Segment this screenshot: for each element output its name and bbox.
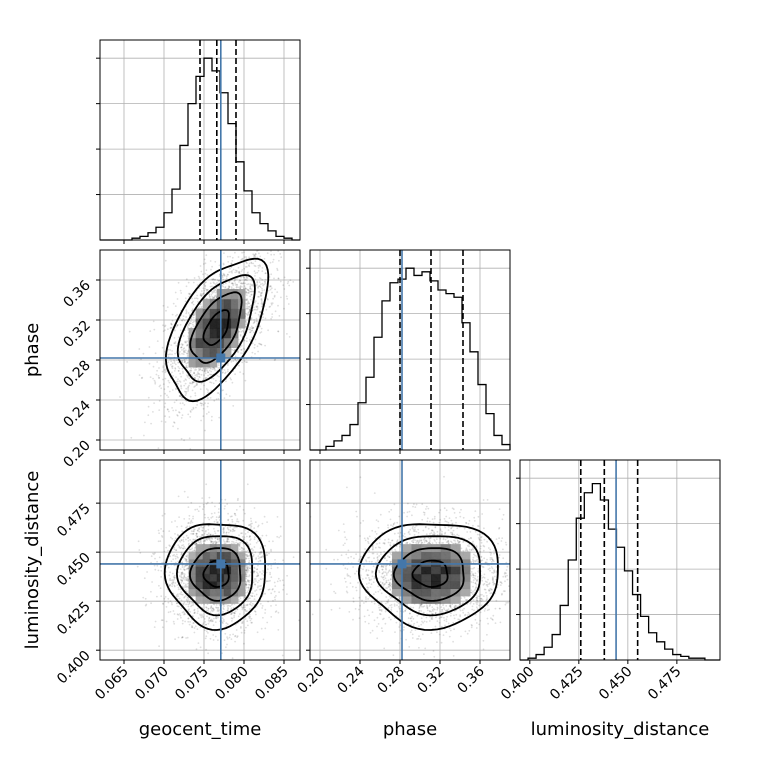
panel-frame bbox=[309, 459, 511, 661]
histogram-luminosity_distance bbox=[516, 459, 721, 664]
density-blocks bbox=[392, 544, 471, 604]
x-tick-label: 0.450 bbox=[596, 664, 636, 704]
contour-line bbox=[176, 274, 256, 383]
contour-line bbox=[411, 559, 449, 588]
x-tick-label: 0.085 bbox=[252, 664, 292, 704]
x-tick-label: 0.24 bbox=[334, 663, 367, 696]
panel-frame bbox=[99, 459, 301, 661]
panel-frame bbox=[519, 459, 721, 661]
truth-marker bbox=[216, 353, 226, 363]
x-axis-label: phase bbox=[383, 719, 437, 740]
x-tick-label: 0.475 bbox=[645, 664, 685, 704]
contour-line bbox=[175, 535, 254, 617]
contour-line bbox=[374, 535, 481, 617]
contour-line bbox=[164, 257, 270, 403]
x-tick-label: 0.36 bbox=[454, 663, 487, 696]
contour-line bbox=[189, 547, 242, 602]
x-tick-label: 0.28 bbox=[374, 664, 407, 697]
contour-line bbox=[202, 559, 230, 588]
density-geocent_time-vs-luminosity_distance bbox=[96, 459, 301, 664]
panel-frame bbox=[309, 249, 511, 451]
panel-frame bbox=[99, 249, 301, 451]
y-tick-label: 0.450 bbox=[54, 550, 94, 590]
y-axis-label: luminosity_distance bbox=[22, 471, 43, 650]
y-tick-label: 0.425 bbox=[54, 599, 94, 639]
x-axis-label: geocent_time bbox=[139, 719, 262, 740]
y-tick-label: 0.24 bbox=[60, 397, 93, 430]
x-tick-label: 0.075 bbox=[172, 664, 212, 704]
density-geocent_time-vs-phase bbox=[96, 249, 301, 454]
y-tick-label: 0.28 bbox=[60, 358, 93, 391]
x-tick-label: 0.20 bbox=[294, 664, 327, 697]
histogram-step bbox=[100, 57, 300, 241]
x-tick-label: 0.400 bbox=[498, 664, 538, 704]
y-tick-label: 0.36 bbox=[60, 277, 93, 310]
histogram-step bbox=[310, 267, 511, 451]
y-tick-label: 0.475 bbox=[54, 501, 94, 541]
contour-line bbox=[357, 523, 499, 631]
x-axis-label: luminosity_distance bbox=[531, 719, 710, 740]
y-tick-label: 0.20 bbox=[60, 438, 93, 471]
y-tick-label: 0.32 bbox=[60, 318, 93, 351]
truth-marker bbox=[397, 559, 407, 569]
density-phase-vs-luminosity_distance bbox=[306, 459, 511, 664]
panel-frame bbox=[99, 39, 301, 241]
x-tick-label: 0.080 bbox=[212, 664, 252, 704]
x-tick-label: 0.065 bbox=[92, 664, 132, 704]
histogram-step bbox=[520, 482, 720, 661]
density-blocks bbox=[188, 544, 246, 604]
y-tick-label: 0.400 bbox=[54, 648, 94, 688]
contour-line bbox=[163, 523, 266, 631]
contour-line bbox=[189, 291, 243, 364]
histogram-geocent_time bbox=[96, 39, 301, 244]
x-tick-label: 0.070 bbox=[132, 664, 172, 704]
histogram-phase bbox=[306, 249, 511, 454]
x-tick-label: 0.32 bbox=[414, 664, 447, 697]
truth-marker bbox=[216, 559, 226, 569]
x-tick-label: 0.425 bbox=[547, 664, 587, 704]
contour-line bbox=[202, 309, 230, 347]
contour-line bbox=[392, 547, 465, 602]
y-axis-label: phase bbox=[22, 323, 43, 377]
